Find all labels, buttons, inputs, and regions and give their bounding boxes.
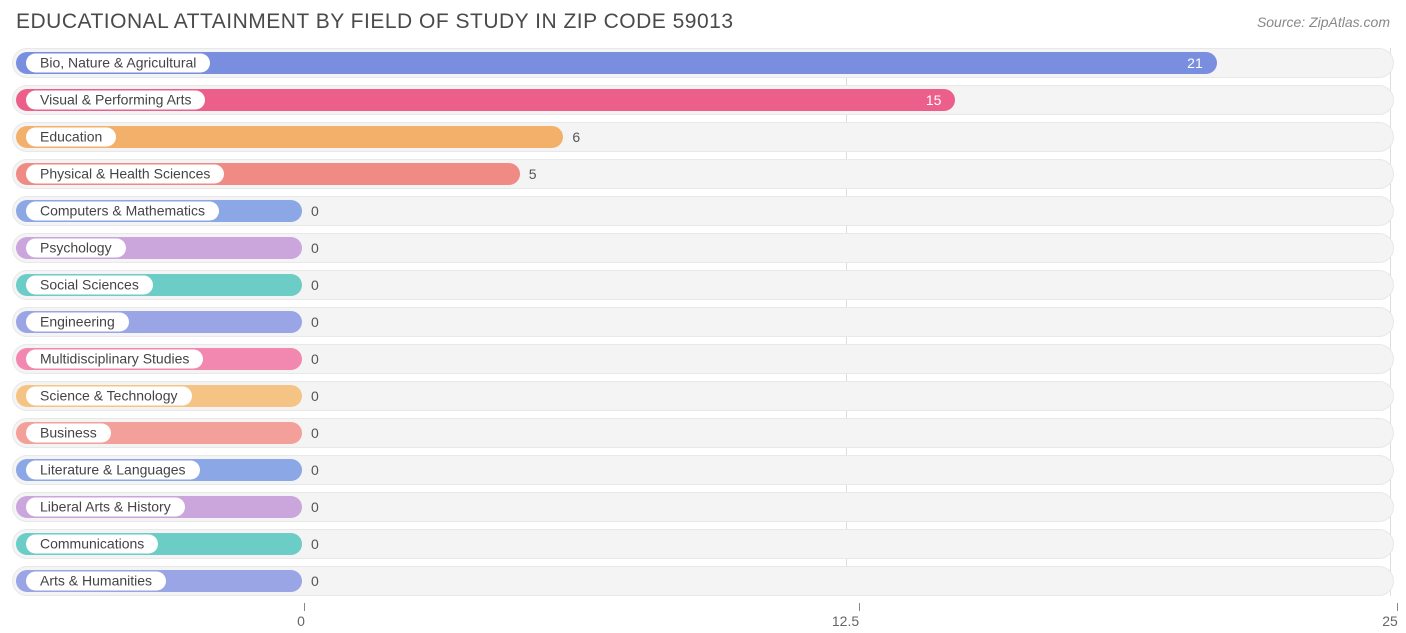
bar-fill: Computers & Mathematics <box>16 200 302 222</box>
tick-label: 25 <box>1382 613 1398 629</box>
bar-category-label: Business <box>26 424 111 443</box>
bar-fill: Engineering <box>16 311 302 333</box>
bar-fill: Communications <box>16 533 302 555</box>
bar-fill: 21 Bio, Nature & Agricultural <box>16 52 1217 74</box>
bar-fill: Literature & Languages <box>16 459 302 481</box>
bar-value-label: 0 <box>311 388 319 404</box>
bar-row: 0 Arts & Humanities <box>12 566 1394 596</box>
bar-value-label: 0 <box>311 499 319 515</box>
bar-value-label: 21 <box>1187 55 1203 71</box>
bar-value-label: 6 <box>572 129 580 145</box>
bar-fill: Liberal Arts & History <box>16 496 302 518</box>
bar-row: 0 Communications <box>12 529 1394 559</box>
bar-category-label: Education <box>26 128 116 147</box>
bar-series: 21 Bio, Nature & Agricultural 15 Visual & P… <box>12 48 1394 596</box>
bar-category-label: Social Sciences <box>26 276 153 295</box>
bar-fill: Multidisciplinary Studies <box>16 348 302 370</box>
bar-value-label: 15 <box>926 92 942 108</box>
bar-value-label: 0 <box>311 425 319 441</box>
bar-row: 0 Liberal Arts & History <box>12 492 1394 522</box>
bar-fill: Social Sciences <box>16 274 302 296</box>
bar-fill: Science & Technology <box>16 385 302 407</box>
bar-category-label: Science & Technology <box>26 387 192 406</box>
bar-value-label: 0 <box>311 573 319 589</box>
x-axis-tick: 25 <box>1390 603 1406 629</box>
bar-category-label: Literature & Languages <box>26 461 200 480</box>
bar-category-label: Engineering <box>26 313 129 332</box>
tick-mark <box>1397 603 1398 611</box>
bar-row: 21 Bio, Nature & Agricultural <box>12 48 1394 78</box>
x-axis-tick: 12.5 <box>846 603 873 629</box>
bar-value-label: 0 <box>311 277 319 293</box>
bar-category-label: Communications <box>26 535 158 554</box>
bar-row: 0 Engineering <box>12 307 1394 337</box>
bar-fill: Education <box>16 126 563 148</box>
chart-container: EDUCATIONAL ATTAINMENT BY FIELD OF STUDY… <box>0 0 1406 631</box>
bar-value-label: 0 <box>311 351 319 367</box>
bar-category-label: Physical & Health Sciences <box>26 165 224 184</box>
chart-source: Source: ZipAtlas.com <box>1257 14 1390 30</box>
bar-fill: Business <box>16 422 302 444</box>
bar-category-label: Visual & Performing Arts <box>26 91 205 110</box>
bar-value-label: 0 <box>311 536 319 552</box>
bar-row: 15 Visual & Performing Arts <box>12 85 1394 115</box>
bar-value-label: 0 <box>311 203 319 219</box>
bar-fill: 15 Visual & Performing Arts <box>16 89 955 111</box>
x-axis-tick: 0 <box>301 603 309 629</box>
tick-mark <box>304 603 305 611</box>
tick-label: 12.5 <box>832 613 859 629</box>
bar-category-label: Computers & Mathematics <box>26 202 219 221</box>
chart-plot-area: 21 Bio, Nature & Agricultural 15 Visual & P… <box>12 48 1394 633</box>
bar-value-label: 0 <box>311 240 319 256</box>
bar-category-label: Bio, Nature & Agricultural <box>26 54 210 73</box>
bar-row: 0 Psychology <box>12 233 1394 263</box>
bar-row: 0 Social Sciences <box>12 270 1394 300</box>
bar-row: 5 Physical & Health Sciences <box>12 159 1394 189</box>
tick-mark <box>859 603 860 611</box>
bar-value-label: 0 <box>311 462 319 478</box>
chart-title: EDUCATIONAL ATTAINMENT BY FIELD OF STUDY… <box>16 10 734 34</box>
bar-category-label: Liberal Arts & History <box>26 498 185 517</box>
bar-row: 0 Computers & Mathematics <box>12 196 1394 226</box>
chart-header: EDUCATIONAL ATTAINMENT BY FIELD OF STUDY… <box>12 10 1394 34</box>
bar-row: 0 Science & Technology <box>12 381 1394 411</box>
bar-category-label: Psychology <box>26 239 126 258</box>
bar-row: 0 Multidisciplinary Studies <box>12 344 1394 374</box>
bar-value-label: 0 <box>311 314 319 330</box>
bar-fill: Physical & Health Sciences <box>16 163 520 185</box>
tick-label: 0 <box>297 613 305 629</box>
bar-row: 6 Education <box>12 122 1394 152</box>
x-axis: 012.525 <box>12 603 1394 633</box>
bar-category-label: Arts & Humanities <box>26 572 166 591</box>
bar-row: 0 Literature & Languages <box>12 455 1394 485</box>
bar-category-label: Multidisciplinary Studies <box>26 350 203 369</box>
bar-row: 0 Business <box>12 418 1394 448</box>
bar-fill: Psychology <box>16 237 302 259</box>
bar-fill: Arts & Humanities <box>16 570 302 592</box>
bar-value-label: 5 <box>529 166 537 182</box>
